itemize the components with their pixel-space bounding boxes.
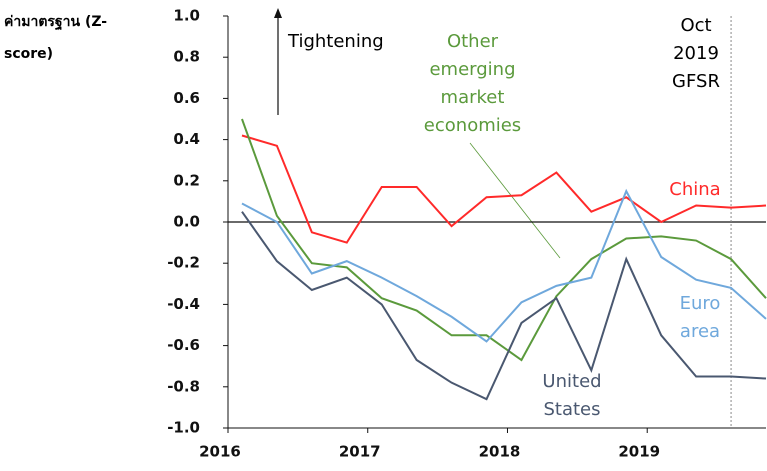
series-label: China — [669, 179, 721, 200]
y-tick-label: 0.6 — [173, 89, 200, 107]
annotation: Oct 2019 GFSR — [672, 15, 720, 92]
y-tick-label: 0.2 — [173, 171, 200, 189]
annotation: Tightening — [288, 31, 384, 52]
y-tick-label: -0.6 — [167, 336, 200, 354]
x-tick-label: 2019 — [618, 443, 660, 461]
y-tick-label: -0.2 — [167, 254, 200, 272]
x-tick-label: 2017 — [339, 443, 381, 461]
y-tick-label: -1.0 — [167, 419, 200, 437]
y-tick-label: 0.4 — [173, 130, 200, 148]
y-tick-label: -0.4 — [167, 295, 200, 313]
x-tick-label: 2018 — [479, 443, 521, 461]
y-tick-label: 1.0 — [173, 7, 200, 25]
arrow-head — [274, 8, 282, 18]
y-tick-label: 0.8 — [173, 48, 200, 66]
y-axis-label: ค่ามาตรฐาน (Z-score) — [4, 14, 108, 62]
y-tick-label: -0.8 — [167, 377, 200, 395]
x-tick-label: 2016 — [199, 443, 241, 461]
series-label: Euro area — [679, 293, 721, 342]
leader-line — [469, 142, 561, 259]
series-line — [241, 134, 767, 244]
y-tick-label: 0.0 — [173, 213, 200, 231]
series-label: United States — [542, 371, 602, 420]
series-label: Other emerging market economies — [423, 31, 522, 136]
series-line — [241, 211, 767, 401]
series-line — [241, 188, 767, 343]
series-line — [241, 118, 767, 362]
